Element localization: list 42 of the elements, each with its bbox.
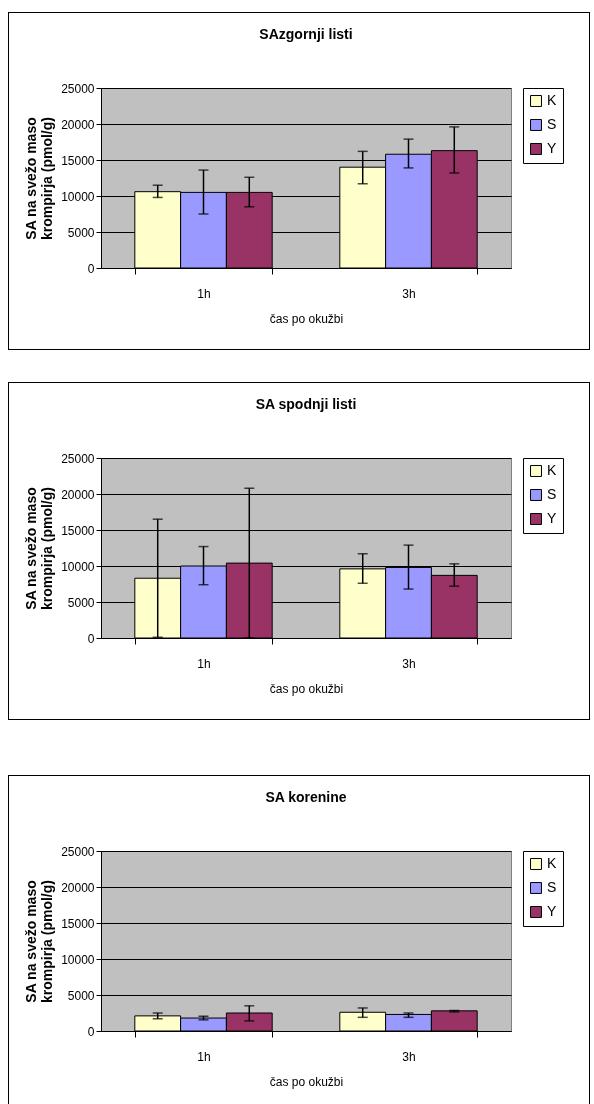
y-tick-label: 0	[87, 1024, 95, 1039]
y-axis-title: SA na svežo maso krompirja (pmol/g)	[23, 487, 56, 610]
y-tick-label: 25000	[61, 844, 95, 859]
y-tick-label: 10000	[61, 952, 95, 967]
y-tick-label: 0	[87, 631, 95, 646]
x-axis-title: čas po okužbi	[269, 681, 344, 696]
legend-label: S	[547, 116, 557, 132]
x-axis-title: čas po okužbi	[269, 1074, 344, 1089]
x-tick-label: 3h	[402, 286, 416, 301]
x-tick-label: 1h	[197, 656, 211, 671]
y-tick-label: 5000	[67, 595, 95, 610]
x-tick-label: 1h	[197, 286, 211, 301]
x-axis-title: čas po okužbi	[269, 311, 344, 326]
y-tick-label: 25000	[61, 81, 95, 96]
y-tick-label: 15000	[61, 916, 95, 931]
y-tick-label: 25000	[61, 451, 95, 466]
chart-title: SA spodnji listi	[255, 396, 357, 412]
y-axis-title: SA na svežo maso krompirja (pmol/g)	[23, 880, 56, 1003]
legend-label: S	[547, 486, 557, 502]
y-tick-label: 5000	[67, 988, 95, 1003]
legend-label: K	[547, 855, 557, 871]
y-tick-label: 0	[87, 261, 95, 276]
y-tick-label: 10000	[61, 189, 95, 204]
legend-label: K	[547, 92, 557, 108]
chart-title: SAzgornji listi	[259, 26, 353, 42]
y-tick-label: 10000	[61, 559, 95, 574]
legend-label: Y	[547, 510, 557, 526]
chart-title: SA korenine	[265, 789, 347, 805]
y-tick-label: 15000	[61, 153, 95, 168]
x-tick-label: 3h	[402, 656, 416, 671]
y-tick-label: 20000	[61, 487, 95, 502]
y-axis-title: SA na svežo maso krompirja (pmol/g)	[23, 117, 56, 240]
legend-label: K	[547, 462, 557, 478]
y-tick-label: 15000	[61, 523, 95, 538]
y-tick-label: 20000	[61, 117, 95, 132]
x-tick-label: 1h	[197, 1049, 211, 1064]
y-tick-label: 5000	[67, 225, 95, 240]
x-tick-label: 3h	[402, 1049, 416, 1064]
legend-label: Y	[547, 903, 557, 919]
legend-label: S	[547, 879, 557, 895]
y-tick-label: 20000	[61, 880, 95, 895]
legend-label: Y	[547, 140, 557, 156]
